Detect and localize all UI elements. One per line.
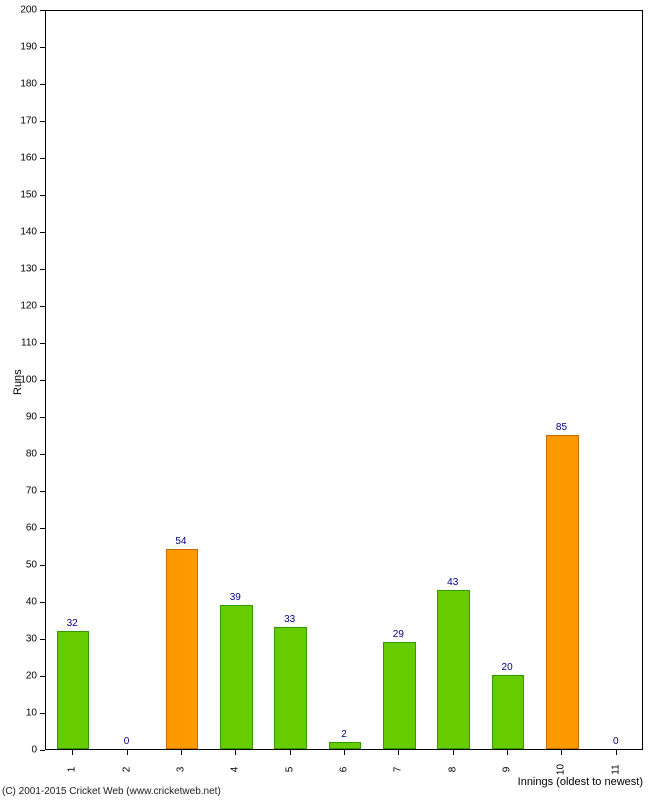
ytick-label: 70 — [0, 486, 37, 497]
bar — [437, 590, 470, 749]
xtick-mark — [72, 750, 73, 755]
ytick-label: 170 — [0, 116, 37, 127]
xtick-mark — [344, 750, 345, 755]
ytick-label: 80 — [0, 449, 37, 460]
xtick-mark — [235, 750, 236, 755]
bar-value-label: 0 — [124, 736, 130, 747]
ytick-mark — [40, 528, 45, 529]
ytick-mark — [40, 10, 45, 11]
ytick-label: 0 — [0, 745, 37, 756]
xtick-mark — [507, 750, 508, 755]
bar-value-label: 32 — [67, 618, 78, 629]
copyright-footer: (C) 2001-2015 Cricket Web (www.cricketwe… — [2, 786, 221, 797]
ytick-label: 130 — [0, 264, 37, 275]
bar — [274, 627, 307, 749]
bar — [546, 435, 579, 750]
ytick-mark — [40, 269, 45, 270]
bar — [57, 631, 90, 749]
bar-value-label: 33 — [284, 614, 295, 625]
ytick-label: 200 — [0, 5, 37, 16]
runs-bar-chart: (C) 2001-2015 Cricket Web (www.cricketwe… — [0, 0, 650, 800]
bar — [383, 642, 416, 749]
xtick-label: 9 — [502, 767, 513, 773]
xtick-mark — [398, 750, 399, 755]
ytick-mark — [40, 713, 45, 714]
plot-area — [45, 10, 643, 750]
xtick-label: 10 — [556, 764, 567, 775]
bar — [166, 549, 199, 749]
bar-value-label: 85 — [556, 422, 567, 433]
xtick-label: 6 — [339, 767, 350, 773]
ytick-label: 50 — [0, 560, 37, 571]
bar-value-label: 39 — [230, 592, 241, 603]
bar — [492, 675, 525, 749]
ytick-label: 60 — [0, 523, 37, 534]
xtick-label: 4 — [230, 767, 241, 773]
ytick-mark — [40, 195, 45, 196]
xtick-label: 5 — [284, 767, 295, 773]
bar-value-label: 54 — [175, 536, 186, 547]
ytick-mark — [40, 750, 45, 751]
ytick-label: 150 — [0, 190, 37, 201]
ytick-mark — [40, 306, 45, 307]
ytick-label: 160 — [0, 153, 37, 164]
xtick-mark — [561, 750, 562, 755]
ytick-mark — [40, 565, 45, 566]
bar — [220, 605, 253, 749]
ytick-label: 40 — [0, 597, 37, 608]
xtick-label: 3 — [175, 767, 186, 773]
y-axis-label: Runs — [12, 369, 24, 395]
bar-value-label: 2 — [341, 729, 347, 740]
ytick-mark — [40, 602, 45, 603]
ytick-mark — [40, 417, 45, 418]
ytick-mark — [40, 454, 45, 455]
bar-value-label: 43 — [447, 577, 458, 588]
ytick-label: 90 — [0, 412, 37, 423]
ytick-mark — [40, 343, 45, 344]
ytick-label: 10 — [0, 708, 37, 719]
xtick-mark — [453, 750, 454, 755]
ytick-mark — [40, 158, 45, 159]
ytick-label: 140 — [0, 227, 37, 238]
ytick-mark — [40, 639, 45, 640]
ytick-mark — [40, 84, 45, 85]
ytick-label: 180 — [0, 79, 37, 90]
ytick-label: 120 — [0, 301, 37, 312]
xtick-mark — [616, 750, 617, 755]
xtick-mark — [181, 750, 182, 755]
xtick-label: 1 — [67, 767, 78, 773]
ytick-mark — [40, 121, 45, 122]
bar-value-label: 20 — [502, 662, 513, 673]
ytick-label: 190 — [0, 42, 37, 53]
ytick-mark — [40, 47, 45, 48]
xtick-mark — [290, 750, 291, 755]
ytick-label: 110 — [0, 338, 37, 349]
ytick-label: 30 — [0, 634, 37, 645]
xtick-label: 2 — [121, 767, 132, 773]
ytick-mark — [40, 491, 45, 492]
xtick-label: 7 — [393, 767, 404, 773]
x-axis-label: Innings (oldest to newest) — [518, 776, 643, 788]
bar-value-label: 29 — [393, 629, 404, 640]
ytick-mark — [40, 380, 45, 381]
ytick-mark — [40, 232, 45, 233]
ytick-mark — [40, 676, 45, 677]
bar — [329, 742, 362, 749]
xtick-mark — [127, 750, 128, 755]
xtick-label: 8 — [447, 767, 458, 773]
bar-value-label: 0 — [613, 736, 619, 747]
ytick-label: 20 — [0, 671, 37, 682]
xtick-label: 11 — [610, 764, 621, 774]
